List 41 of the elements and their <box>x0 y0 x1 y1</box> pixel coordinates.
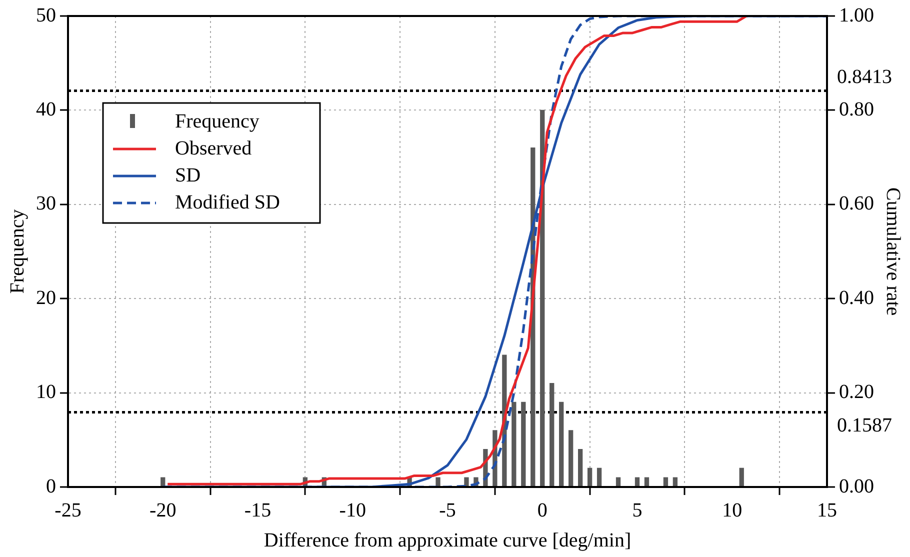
y2-tick-label: 1.00 <box>839 4 874 26</box>
legend-label: SD <box>175 164 201 186</box>
legend-label: Frequency <box>175 110 260 132</box>
y-tick-label: 50 <box>36 4 56 26</box>
x-tick-label: 0 <box>537 499 548 522</box>
bar <box>521 402 526 487</box>
x-tick-label: -5 <box>439 499 456 522</box>
x-tick-label: 10 <box>722 499 742 522</box>
y-tick-label: 0 <box>46 475 56 498</box>
legend-label: Observed <box>175 137 252 160</box>
bar <box>464 477 469 487</box>
y-tick-label: 10 <box>36 381 56 404</box>
y2-tick-label: 0.40 <box>839 286 874 309</box>
y2-tick-label: 0.20 <box>839 381 874 404</box>
y-tick-label: 40 <box>36 98 56 120</box>
bar <box>550 383 554 487</box>
x-tick-label: 5 <box>632 499 642 522</box>
y-tick-label: 20 <box>36 286 56 309</box>
bar <box>578 448 583 487</box>
bar <box>512 402 516 487</box>
y2-tick-label: 0.00 <box>839 475 874 498</box>
bar <box>568 430 574 487</box>
ref-line-label: 0.1587 <box>837 414 892 436</box>
bar <box>559 402 564 487</box>
y2-tick-label: 0.80 <box>839 98 874 120</box>
x-tick-label: 15 <box>817 499 837 522</box>
y2-axis-title: Cumulative rate <box>882 187 904 316</box>
y-tick-label: 30 <box>36 192 56 215</box>
bar <box>596 468 602 487</box>
bar <box>436 477 440 487</box>
y2-tick-label: 0.60 <box>839 192 874 215</box>
x-tick-label: -15 <box>244 499 272 522</box>
y-axis-title: Frequency <box>6 209 28 294</box>
bar <box>587 468 592 487</box>
x-tick-label: -10 <box>339 499 366 522</box>
x-tick-label: -25 <box>54 499 82 522</box>
ref-line-label: 0.8413 <box>837 66 892 88</box>
bar <box>739 468 744 487</box>
legend-label: Modified SD <box>175 191 280 214</box>
x-tick-label: -20 <box>150 499 176 522</box>
x-axis-title: Difference from approximate curve [deg/min] <box>264 529 632 552</box>
